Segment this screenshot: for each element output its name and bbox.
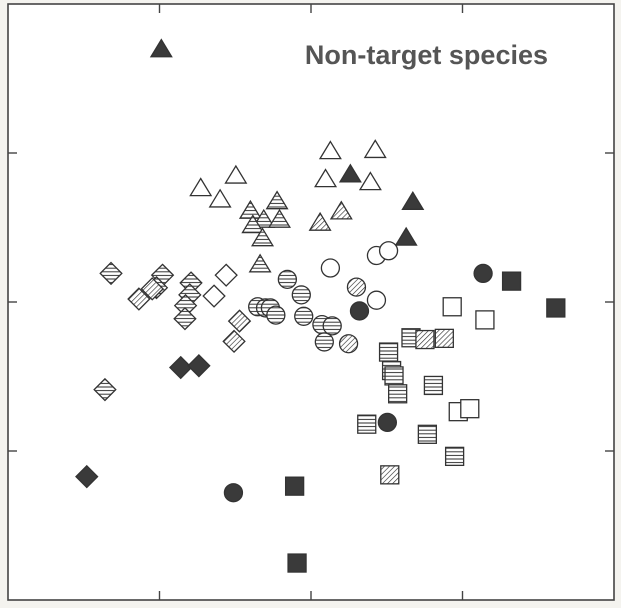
- point-triangle-open: [189, 177, 213, 197]
- point-triangle-solid: [394, 226, 418, 246]
- point-triangle-horizontal: [267, 208, 291, 228]
- point-triangle-open: [224, 164, 248, 184]
- chart-title: Non-target species: [305, 40, 548, 70]
- point-triangle-horizontal: [241, 214, 265, 234]
- point-triangle-diagonal: [308, 211, 332, 231]
- point-circle-open: [320, 258, 341, 278]
- point-diamond-diagonal: [227, 309, 252, 333]
- point-square-open: [475, 310, 495, 330]
- plot-frame: [7, 3, 615, 601]
- point-square-solid: [546, 298, 566, 318]
- point-circle-solid: [349, 301, 370, 321]
- point-square-solid: [284, 476, 305, 496]
- point-triangle-solid: [401, 190, 425, 210]
- point-triangle-solid: [338, 163, 362, 183]
- data-points: [75, 38, 566, 573]
- point-triangle-horizontal: [265, 190, 289, 210]
- point-circle-diagonal: [346, 277, 367, 297]
- point-circle-horizontal: [291, 285, 311, 305]
- point-diamond-open: [202, 284, 226, 308]
- point-circle-horizontal: [266, 305, 286, 325]
- point-square-horizontal: [417, 424, 438, 444]
- point-triangle-horizontal: [252, 208, 276, 228]
- point-square-horizontal: [423, 375, 444, 396]
- point-triangle-horizontal: [251, 227, 275, 247]
- point-circle-solid: [473, 263, 493, 284]
- point-circle-open: [378, 241, 399, 261]
- point-circle-horizontal: [277, 269, 298, 290]
- point-circle-diagonal: [338, 334, 359, 354]
- point-square-horizontal: [378, 342, 399, 362]
- point-diamond-solid: [187, 354, 211, 378]
- point-triangle-diagonal: [329, 200, 353, 220]
- point-diamond-solid: [75, 464, 99, 489]
- point-triangle-open: [208, 188, 232, 208]
- point-square-horizontal: [384, 366, 404, 386]
- point-circle-horizontal: [314, 332, 334, 352]
- point-square-diagonal: [415, 329, 435, 350]
- point-circle-horizontal: [322, 316, 342, 336]
- point-square-diagonal: [380, 465, 400, 485]
- point-diamond-diagonal: [127, 287, 151, 311]
- point-square-horizontal: [444, 446, 465, 467]
- point-circle-solid: [223, 483, 244, 503]
- point-diamond-open: [214, 263, 238, 287]
- point-triangle-open: [363, 139, 387, 159]
- point-diamond-horizontal: [173, 306, 197, 331]
- point-triangle-open: [318, 140, 342, 160]
- point-square-open: [442, 297, 462, 317]
- point-triangle-open: [314, 168, 338, 188]
- point-square-open: [460, 399, 480, 419]
- point-circle-open: [366, 290, 387, 310]
- point-diamond-diagonal: [222, 329, 246, 354]
- point-circle-horizontal: [294, 306, 314, 326]
- point-square-diagonal: [434, 328, 454, 349]
- point-triangle-horizontal: [248, 253, 272, 273]
- point-circle-solid: [377, 412, 398, 433]
- point-triangle-open: [358, 171, 382, 191]
- point-diamond-diagonal: [140, 277, 164, 301]
- point-square-solid: [501, 271, 522, 291]
- point-diamond-horizontal: [93, 377, 117, 402]
- point-square-horizontal: [357, 414, 377, 434]
- axis-ticks: [8, 4, 614, 600]
- point-diamond-solid: [168, 355, 193, 380]
- point-square-solid: [287, 553, 307, 573]
- point-triangle-solid: [149, 38, 173, 58]
- point-square-horizontal: [388, 384, 408, 404]
- point-diamond-horizontal: [99, 261, 123, 286]
